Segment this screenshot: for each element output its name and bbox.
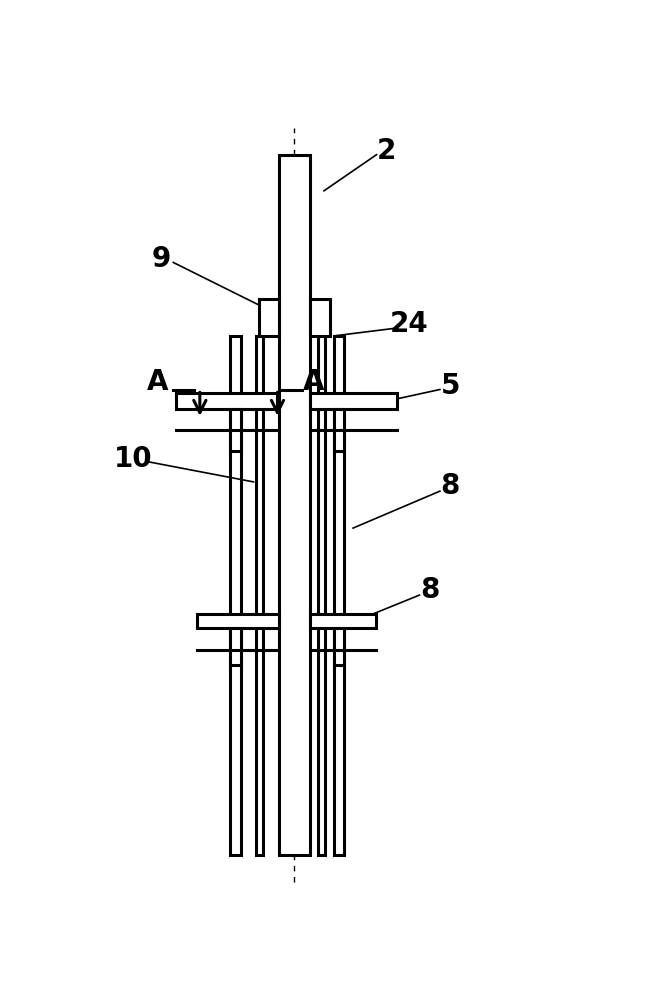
- Bar: [231, 409, 241, 451]
- Bar: [231, 336, 241, 855]
- Bar: [256, 336, 263, 855]
- Bar: [176, 393, 279, 409]
- Bar: [310, 299, 330, 336]
- Text: 8: 8: [420, 576, 440, 604]
- Bar: [231, 628, 241, 665]
- Text: 5: 5: [440, 372, 460, 400]
- Bar: [197, 614, 279, 628]
- Text: A: A: [302, 368, 324, 396]
- Bar: [333, 336, 344, 855]
- Bar: [333, 409, 344, 451]
- Text: 8: 8: [440, 472, 460, 500]
- Bar: [258, 299, 279, 336]
- Text: 10: 10: [114, 445, 153, 473]
- Bar: [333, 628, 344, 665]
- Bar: [279, 155, 310, 855]
- Text: A: A: [147, 368, 169, 396]
- Text: 2: 2: [376, 137, 396, 165]
- Bar: [310, 393, 397, 409]
- Bar: [318, 336, 326, 855]
- Text: 24: 24: [390, 310, 428, 338]
- Text: 9: 9: [152, 245, 171, 273]
- Bar: [310, 614, 376, 628]
